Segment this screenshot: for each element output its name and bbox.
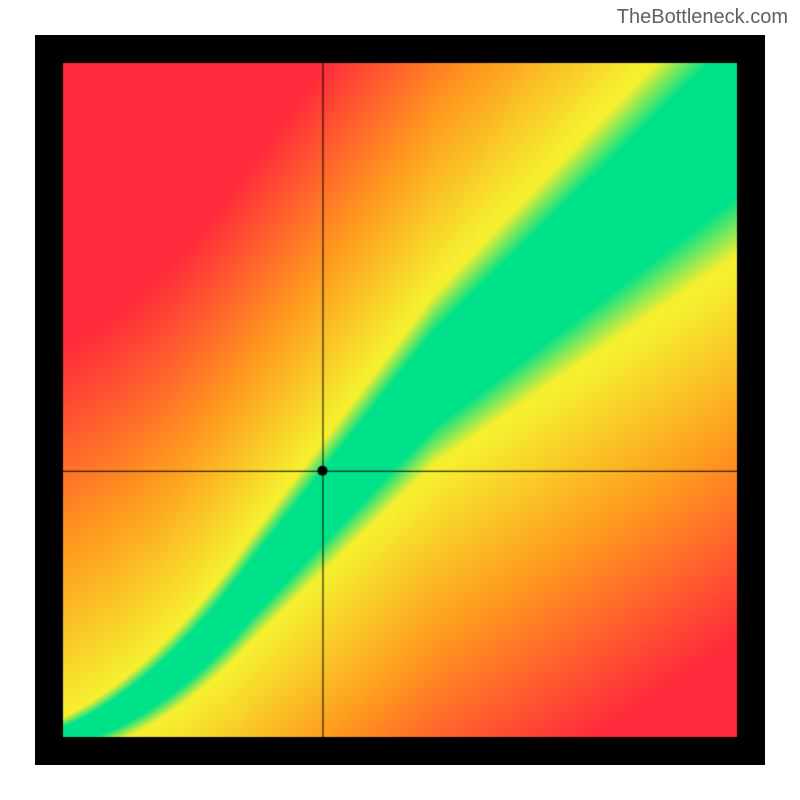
chart-frame bbox=[35, 35, 765, 765]
heatmap-canvas bbox=[35, 35, 765, 765]
chart-container: TheBottleneck.com bbox=[0, 0, 800, 800]
watermark-text: TheBottleneck.com bbox=[617, 6, 788, 29]
